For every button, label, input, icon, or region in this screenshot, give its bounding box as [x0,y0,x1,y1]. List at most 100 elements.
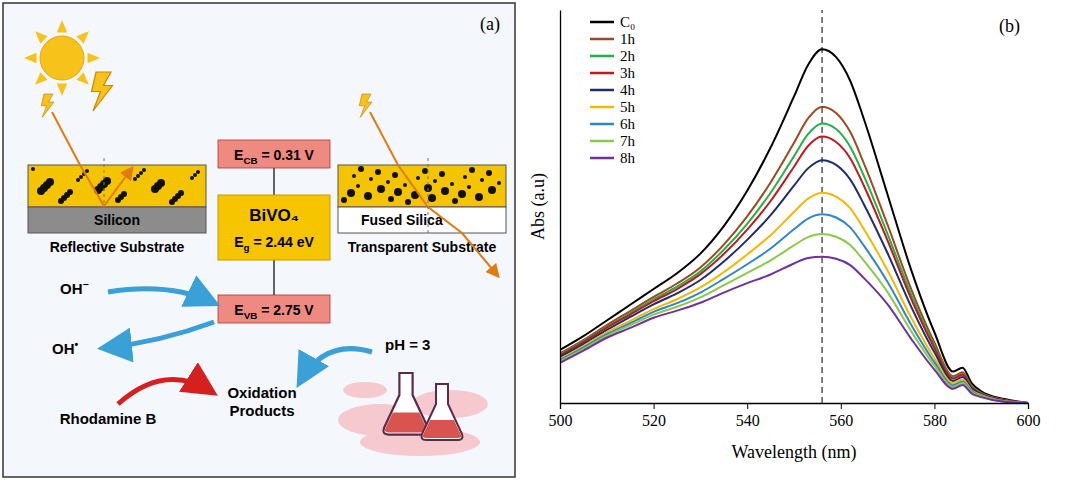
pore-dot [364,192,372,200]
text-part: = 2.75 V [257,302,314,318]
substrate-stack: Fused SilicaTransparent Substrate [338,165,506,255]
flask-body [383,373,428,435]
x-tick-mark [747,403,748,409]
x-tick-mark [841,403,842,409]
pore-dot [450,182,454,186]
pore-dot [441,187,449,195]
reference-line [821,10,823,403]
lightning-icon [92,72,113,111]
text-part: E [234,234,243,250]
text-part: = 0.31 V [258,147,315,163]
x-tick-label: 520 [642,412,666,429]
x-tick-mark [560,403,561,409]
x-tick: 520 [642,403,666,429]
normal-line [104,158,105,206]
products-line: Oxidation [227,384,296,401]
pore-dot [31,167,35,171]
lightning-icon [359,94,372,117]
spectrum-line [560,193,1028,403]
pore-dot [388,196,394,202]
pore-dot [392,172,398,178]
pore-dot [488,186,496,194]
pore-dot [358,166,364,172]
photocatalyst-film [338,165,506,207]
pore-dot [142,168,146,172]
cb-label: ECB = 0.31 V [234,147,315,166]
pore-dot [347,189,355,197]
spectrum-line [560,124,1028,403]
text-part: OH [52,340,75,357]
legend-swatch [590,89,614,92]
red-arrow [118,380,212,405]
flask-liquid [385,413,427,433]
pore-dot [467,185,471,189]
legend-label: 7h [620,133,636,149]
panel-b: 500520540560580600Wavelength (nm)Abs (a.… [528,10,1041,463]
x-axis-title: Wavelength (nm) [731,442,856,463]
panel-frame [3,3,515,477]
x-tick-label: 600 [1017,412,1041,429]
pore-dot [475,193,483,201]
pore-dot [403,183,407,187]
spectrum-line [560,257,1028,403]
legend-label: 6h [620,116,636,132]
pore-dot [169,199,175,205]
dye-label: Rhodamine B [60,410,157,427]
pore-dot [486,170,492,176]
panel-a: (a)ECB = 0.31 VEVB = 2.75 VBiVO₄Eg = 2.4… [3,3,515,477]
flask [422,384,463,440]
semiconductor-label: BiVO₄ [249,206,299,225]
pore-dot [394,188,402,196]
legend-label: 8h [620,150,636,166]
substrate-name: Silicon [94,212,140,228]
x-tick-label: 540 [736,412,760,429]
normal-line [428,158,429,233]
legend-swatch [590,38,614,41]
sun-ray [24,53,37,63]
pore-dot [497,181,501,185]
substrate-stack: Silicon Reflective Substrate [28,165,206,255]
blue-arrow [104,322,214,348]
x-tick-label: 580 [923,412,947,429]
x-tick: 580 [923,403,947,429]
pore-dot [193,173,197,177]
figure: (a)ECB = 0.31 VEVB = 2.75 VBiVO₄Eg = 2.4… [0,0,1067,481]
light-ray [370,112,498,276]
plot-marks [560,10,1028,403]
sun-ray [35,72,48,85]
legend-swatch [590,123,614,126]
substrate-layer [338,207,506,233]
sun-ray [76,72,89,85]
pore-dot [115,197,121,203]
x-tick: 540 [736,403,760,429]
legend-label: 4h [620,82,636,98]
legend-swatch [590,55,614,58]
cloud-blob [343,382,387,398]
sun-ray [57,20,67,33]
x-tick-mark [654,403,655,409]
pore-dot [375,169,381,175]
legend-swatch [590,72,614,75]
legend-label: 3h [620,65,636,81]
pore-dot [58,198,64,204]
panel-label: (a) [480,14,500,35]
x-tick-mark [1028,403,1029,409]
pore-dot [422,168,428,174]
pore-dot [369,177,373,181]
pore-dot [377,185,385,193]
pore-dot [386,180,390,184]
substrate-caption: Reflective Substrate [50,239,185,255]
substrate-name: Fused Silica [361,212,443,228]
spectrum-line [560,137,1028,403]
pore-dot [405,199,411,205]
y-axis-title: Abs (a.u) [528,173,549,240]
text-part: − [83,278,89,290]
flask-icon [338,373,488,456]
semiconductor-box [218,195,330,260]
y-axis [560,11,561,404]
products-label: OxidationProducts [227,384,296,419]
pore-dot [428,194,436,202]
pore-dot [463,175,467,179]
legend-label: C₀ [620,14,635,30]
legend-label: 2h [620,48,636,64]
